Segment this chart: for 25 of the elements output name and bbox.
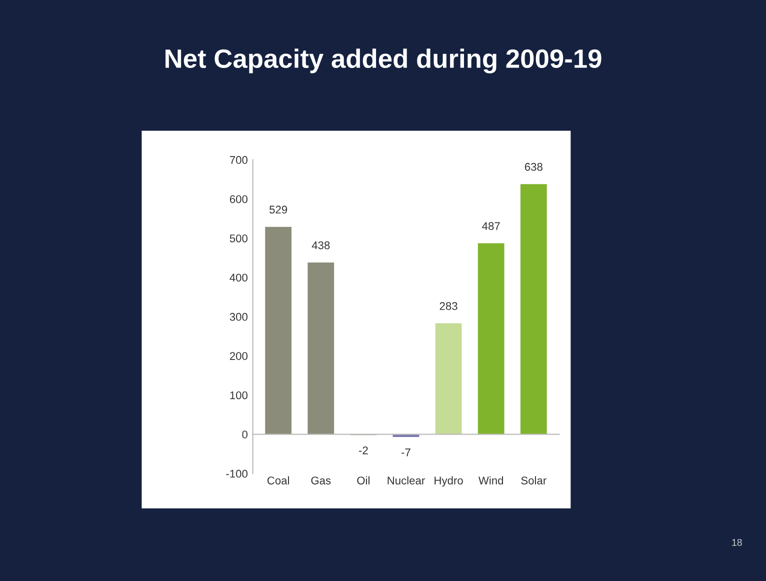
x-tick-label: Gas [311, 476, 331, 484]
y-tick-label: 0 [242, 430, 248, 438]
chart-title: Net Capacity added during 2009-19 [166, 48, 602, 74]
data-label: 529 [269, 206, 288, 214]
y-tick-label: 200 [230, 352, 248, 360]
data-label: 487 [482, 222, 500, 230]
text: 18 [732, 538, 742, 546]
data-label: -7 [402, 448, 410, 456]
data-label: 283 [440, 302, 458, 310]
data-label: 438 [312, 241, 330, 250]
data-label: -2 [358, 446, 368, 454]
y-tick-label: 400 [230, 274, 248, 282]
x-tick-label: Hydro [434, 476, 463, 487]
x-tick-label: Nuclear [388, 476, 425, 484]
x-tick-label: Coal [267, 476, 289, 484]
x-tick-label: Wind [478, 476, 504, 484]
y-tick-label: 500 [230, 234, 248, 242]
y-tick-label: 300 [230, 312, 248, 321]
y-tick-label: -100 [226, 470, 248, 478]
data-label: 638 [524, 162, 542, 171]
x-tick-label: Solar [521, 476, 546, 484]
y-tick-label: 700 [230, 156, 248, 164]
x-tick-label: Oil [357, 476, 370, 484]
y-tick-label: 100 [230, 391, 248, 400]
y-tick-label: 600 [230, 195, 248, 204]
